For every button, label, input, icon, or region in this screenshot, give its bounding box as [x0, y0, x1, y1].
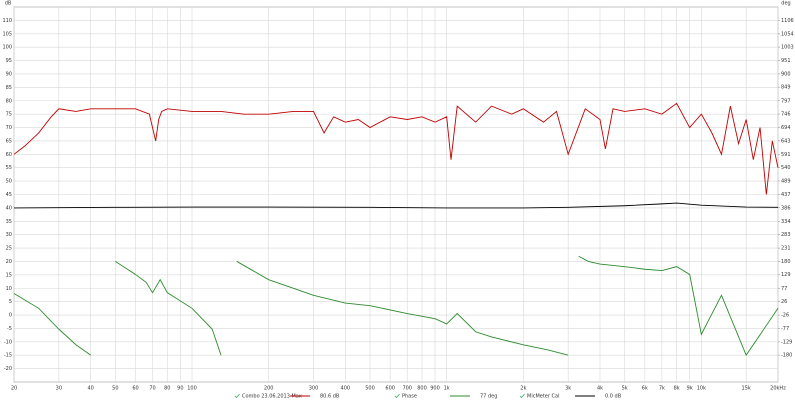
y2-tick-label: 1106	[781, 18, 794, 24]
y-tick-label: 95	[6, 58, 12, 64]
y2-axis-title: deg	[781, 1, 790, 7]
legend: Combo 23.06.2013 Max 80.6 dB Phase 77 deg Mi…	[234, 393, 622, 400]
y-tick-label: 50	[6, 179, 12, 185]
y-tick-label: 30	[6, 232, 12, 238]
x-tick-label: 50	[112, 386, 118, 392]
legend-value: 80.6 dB	[320, 394, 340, 400]
y-tick-label: 85	[6, 85, 12, 91]
y-tick-label: 5	[9, 299, 12, 305]
y-tick-label: 15	[6, 272, 12, 278]
y2-tick-label: 77	[781, 286, 787, 292]
y2-tick-label: 694	[781, 125, 791, 131]
y2-tick-label: 746	[781, 112, 791, 118]
x-tick-label: 20kHz	[770, 386, 786, 392]
y-tick-label: 75	[6, 112, 12, 118]
y2-tick-label: 283	[781, 232, 791, 238]
y2-tick-label: 591	[781, 152, 791, 158]
x-tick-label: 900	[430, 386, 440, 392]
y-axis-title: dB	[5, 1, 12, 7]
x-tick-label: 30	[56, 386, 62, 392]
y2-tick-label: 180	[781, 259, 791, 265]
y2-tick-label: 797	[781, 98, 791, 104]
x-tick-label: 700	[402, 386, 412, 392]
x-tick-label: 10k	[697, 386, 706, 392]
legend-checkbox	[234, 393, 240, 399]
x-tick-label: 80	[164, 386, 170, 392]
y2-tick-label: 643	[781, 138, 791, 144]
y2-tick-label: -26	[781, 313, 789, 319]
y2-tick-label: 540	[781, 165, 791, 171]
x-tick-label: 500	[365, 386, 375, 392]
x-tick-label: 8k	[674, 386, 680, 392]
y-tick-label: 10	[6, 286, 12, 292]
y-tick-label: 80	[6, 98, 12, 104]
x-tick-label: 3k	[565, 386, 571, 392]
y2-tick-label: 26	[781, 299, 787, 305]
y-tick-label: -5	[7, 326, 12, 332]
x-tick-label: 40	[87, 386, 93, 392]
y-tick-label: 25	[6, 246, 12, 252]
y-tick-label: -15	[4, 353, 12, 359]
y-tick-label: 100	[2, 45, 12, 51]
y2-tick-label: -77	[781, 326, 789, 332]
y-tick-label: 55	[6, 165, 12, 171]
series-line	[13, 255, 779, 357]
y-tick-label: 90	[6, 71, 12, 77]
y2-tick-label: 386	[781, 205, 791, 211]
y2-tick-label: 489	[781, 178, 791, 184]
legend-value: 0.0 dB	[605, 394, 622, 400]
series-line	[13, 202, 779, 209]
x-tick-label: 15k	[742, 386, 751, 392]
y2-tick-label: 1003	[781, 45, 794, 51]
y2-tick-label: 334	[781, 219, 791, 225]
y-tick-label: 105	[2, 31, 12, 37]
x-tick-label: 70	[149, 386, 155, 392]
y2-tick-label: -129	[781, 339, 792, 345]
x-tick-label: 1k	[444, 386, 450, 392]
y2-tick-label: 129	[781, 272, 791, 278]
x-tick-label: 5k	[622, 386, 628, 392]
x-tick-label: 800	[417, 386, 427, 392]
y-tick-label: 35	[6, 219, 12, 225]
x-tick-label: 60	[132, 386, 138, 392]
x-tick-label: 400	[341, 386, 351, 392]
y-tick-label: 0	[9, 313, 12, 319]
legend-value: 77 deg	[480, 394, 497, 400]
y2-tick-label: 900	[781, 71, 791, 77]
x-tick-label: 100	[187, 386, 197, 392]
x-tick-label: 9k	[687, 386, 693, 392]
legend-checkbox	[394, 393, 400, 399]
y2-tick-label: 437	[781, 192, 791, 198]
y2-tick-label: 231	[781, 246, 791, 252]
y2-tick-label: 849	[781, 85, 791, 91]
y-tick-label: -20	[4, 366, 12, 372]
x-tick-label: 4k	[597, 386, 603, 392]
x-tick-label: 2k	[520, 386, 526, 392]
y-tick-label: 60	[6, 152, 12, 158]
x-tick-label: 200	[264, 386, 274, 392]
y2-tick-label: 951	[781, 58, 791, 64]
x-tick-label: 600	[385, 386, 395, 392]
y-tick-label: 65	[6, 138, 12, 144]
legend-checkbox	[519, 393, 525, 399]
y-tick-label: 20	[6, 259, 12, 265]
y-tick-label: 110	[2, 18, 12, 24]
y-tick-label: 40	[6, 205, 12, 211]
legend-label: MicMeter Cal	[527, 394, 559, 400]
y-tick-label: 70	[6, 125, 12, 131]
x-tick-label: 6k	[642, 386, 648, 392]
series-line	[13, 102, 779, 195]
y2-tick-label: 1054	[781, 31, 794, 37]
x-tick-label: 20	[11, 386, 17, 392]
x-tick-label: 7k	[659, 386, 665, 392]
x-tick-label: 90	[177, 386, 183, 392]
y-tick-label: 45	[6, 192, 12, 198]
y-tick-label: -10	[4, 339, 12, 345]
x-tick-label: 300	[309, 386, 319, 392]
y2-tick-label: -180	[781, 353, 792, 359]
legend-label: Phase	[402, 394, 417, 400]
legend-label: Combo 23.06.2013 Max	[242, 394, 302, 400]
